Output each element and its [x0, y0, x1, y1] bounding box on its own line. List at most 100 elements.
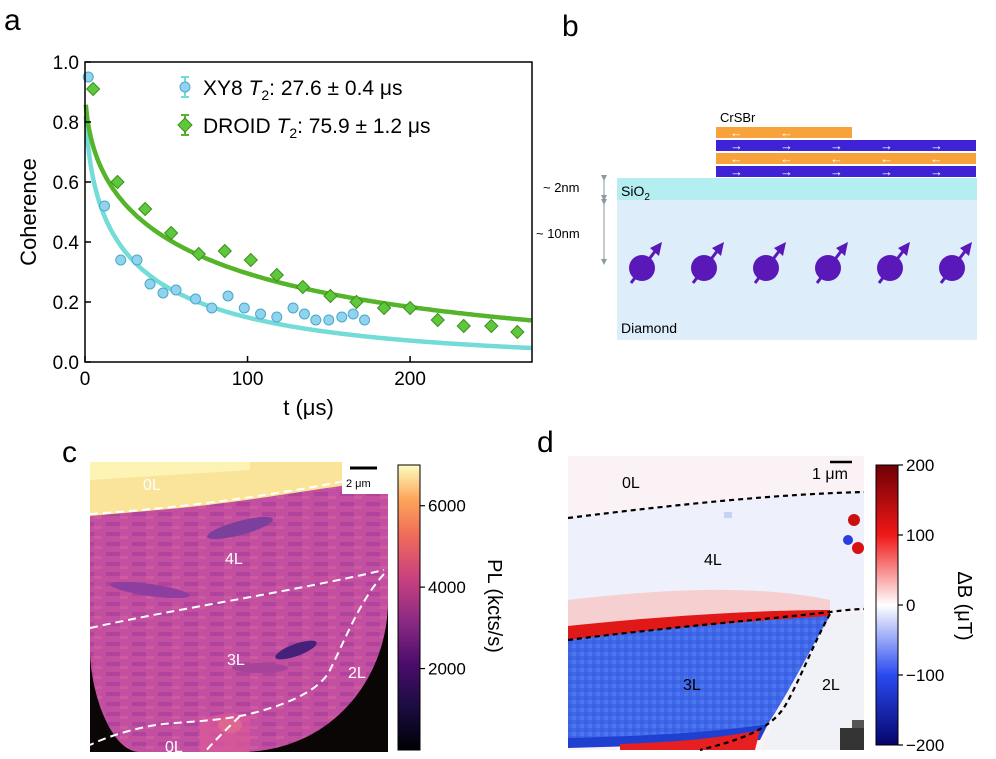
legend-marker-droid [177, 117, 193, 133]
spin-arrow: → [930, 138, 943, 153]
spin-arrow: → [880, 138, 893, 153]
spin-arrowhead [960, 242, 972, 256]
data-point-xy8 [255, 308, 267, 320]
data-point-xy8 [359, 314, 371, 326]
data-point-droid [484, 318, 499, 334]
x-tick-label: 200 [394, 369, 426, 390]
data-point-droid [243, 252, 259, 268]
y-tick-label: 0.0 [53, 353, 79, 374]
spin-arrow: → [780, 138, 793, 153]
nv-spins [629, 242, 972, 284]
panel-label-b: b [562, 10, 579, 43]
data-point-xy8 [271, 311, 283, 323]
crsbr-layer [716, 127, 852, 138]
data-point-xy8 [115, 254, 127, 266]
crsbr-layer [716, 140, 976, 151]
colorbar-tick-label: 6000 [428, 497, 466, 516]
colorbar-field [875, 464, 899, 746]
data-point-xy8 [298, 308, 310, 320]
legend-entry-xy8: XY8 T2: 27.6 ± 0.4 μs [203, 77, 403, 103]
data-point-droid [191, 246, 206, 262]
colorbar-pl [397, 464, 421, 751]
field-region-boundaries [567, 490, 865, 752]
x-tick-label: 0 [80, 369, 91, 390]
data-point-droid [376, 300, 392, 316]
region-label-d-0L: 0L [622, 475, 640, 492]
crsbr-label: CrSBr [720, 110, 756, 125]
data-point-droid [269, 267, 285, 283]
colorbar-field-label: ΔB (μT) [953, 571, 975, 640]
colorbar-pl-ticks: 6000 4000 2000 [420, 497, 466, 679]
spin-arrow: ← [880, 151, 893, 166]
plot-frame [84, 61, 533, 363]
data-point-droid [85, 81, 101, 97]
diamond-label: Diamond [621, 320, 677, 336]
spin-arrow: → [880, 164, 893, 179]
data-point-droid [217, 243, 232, 259]
nv-spin [629, 255, 655, 281]
data-point-droid [163, 225, 179, 241]
data-point-xy8 [287, 302, 299, 314]
panel-label-d: d [537, 426, 554, 459]
spin-arrow: ← [930, 151, 943, 166]
spin-arrowhead [774, 242, 786, 256]
data-point-droid [456, 318, 471, 334]
fit-line-droid [83, 104, 532, 323]
y-tick-label: 0.2 [53, 293, 79, 314]
nv-spin [691, 255, 717, 281]
pl-map [90, 462, 388, 752]
diamond-substrate [617, 200, 977, 340]
colorbar-field-ticks: 200 100 0 −100 −200 [898, 456, 944, 755]
colorbar-pl-label: PL (kcts/s) [483, 559, 505, 653]
coherence-chart: 0.0 0.2 0.4 0.6 0.8 1.0 0 100 200 t (μs) Coherence… [16, 53, 533, 420]
spin-arrow: → [780, 164, 793, 179]
data-point-droid [510, 324, 525, 340]
panel-b: b SiO2 Diamond CrSBr ← ←→ → → → →← ← ← ← ←→ → → → → ~… [536, 10, 977, 340]
sio2-layer [617, 178, 977, 200]
nv-spin [815, 255, 841, 281]
spin-arrow: → [930, 164, 943, 179]
thickness-depth: ~ 10nm [536, 226, 580, 241]
x-tick-label: 100 [232, 369, 264, 390]
x-axis-label: t (μs) [283, 395, 334, 420]
panel-label-c: c [62, 436, 77, 469]
data-point-xy8 [82, 71, 94, 83]
sio2-label: SiO2 [621, 183, 650, 203]
data-point-xy8 [238, 302, 250, 314]
region-label-4L: 4L [225, 551, 243, 568]
spin-arrow: → [830, 138, 843, 153]
data-point-xy8 [157, 287, 169, 299]
region-label-0L-top: 0L [143, 477, 161, 494]
data-point-xy8 [131, 254, 143, 266]
scalebar-label-c: 2 μm [346, 478, 371, 490]
spin-arrow: → [830, 164, 843, 179]
colorbar-tick-label: −200 [906, 736, 944, 755]
spin-arrow: ← [830, 151, 843, 166]
data-point-xy8 [206, 302, 218, 314]
colorbar-tick-label: 200 [906, 456, 934, 475]
field-map [568, 456, 864, 750]
region-label-2L: 2L [348, 665, 366, 682]
region-label-d-4L: 4L [704, 552, 722, 569]
y-tick-label: 1.0 [53, 53, 79, 74]
spin-arrow: → [730, 138, 743, 153]
panel-label-a: a [4, 4, 21, 37]
colorbar-tick-label: 0 [906, 596, 915, 615]
data-point-xy8 [190, 293, 202, 305]
spin-arrowhead [836, 242, 848, 256]
y-tick-label: 0.8 [53, 113, 79, 134]
data-point-droid [137, 201, 153, 217]
nv-spin [877, 255, 903, 281]
y-tick-label: 0.4 [53, 233, 80, 254]
scalebar-label-d: 1 μm [812, 466, 848, 483]
data-point-droid [323, 288, 338, 304]
data-point-xy8 [99, 200, 111, 212]
region-label-0L-bottom: 0L [165, 739, 183, 756]
data-point-droid [430, 312, 445, 328]
crsbr-layer [716, 166, 976, 177]
data-point-xy8 [323, 314, 335, 326]
data-point-xy8 [222, 290, 234, 302]
spin-arrow: ← [730, 125, 743, 140]
